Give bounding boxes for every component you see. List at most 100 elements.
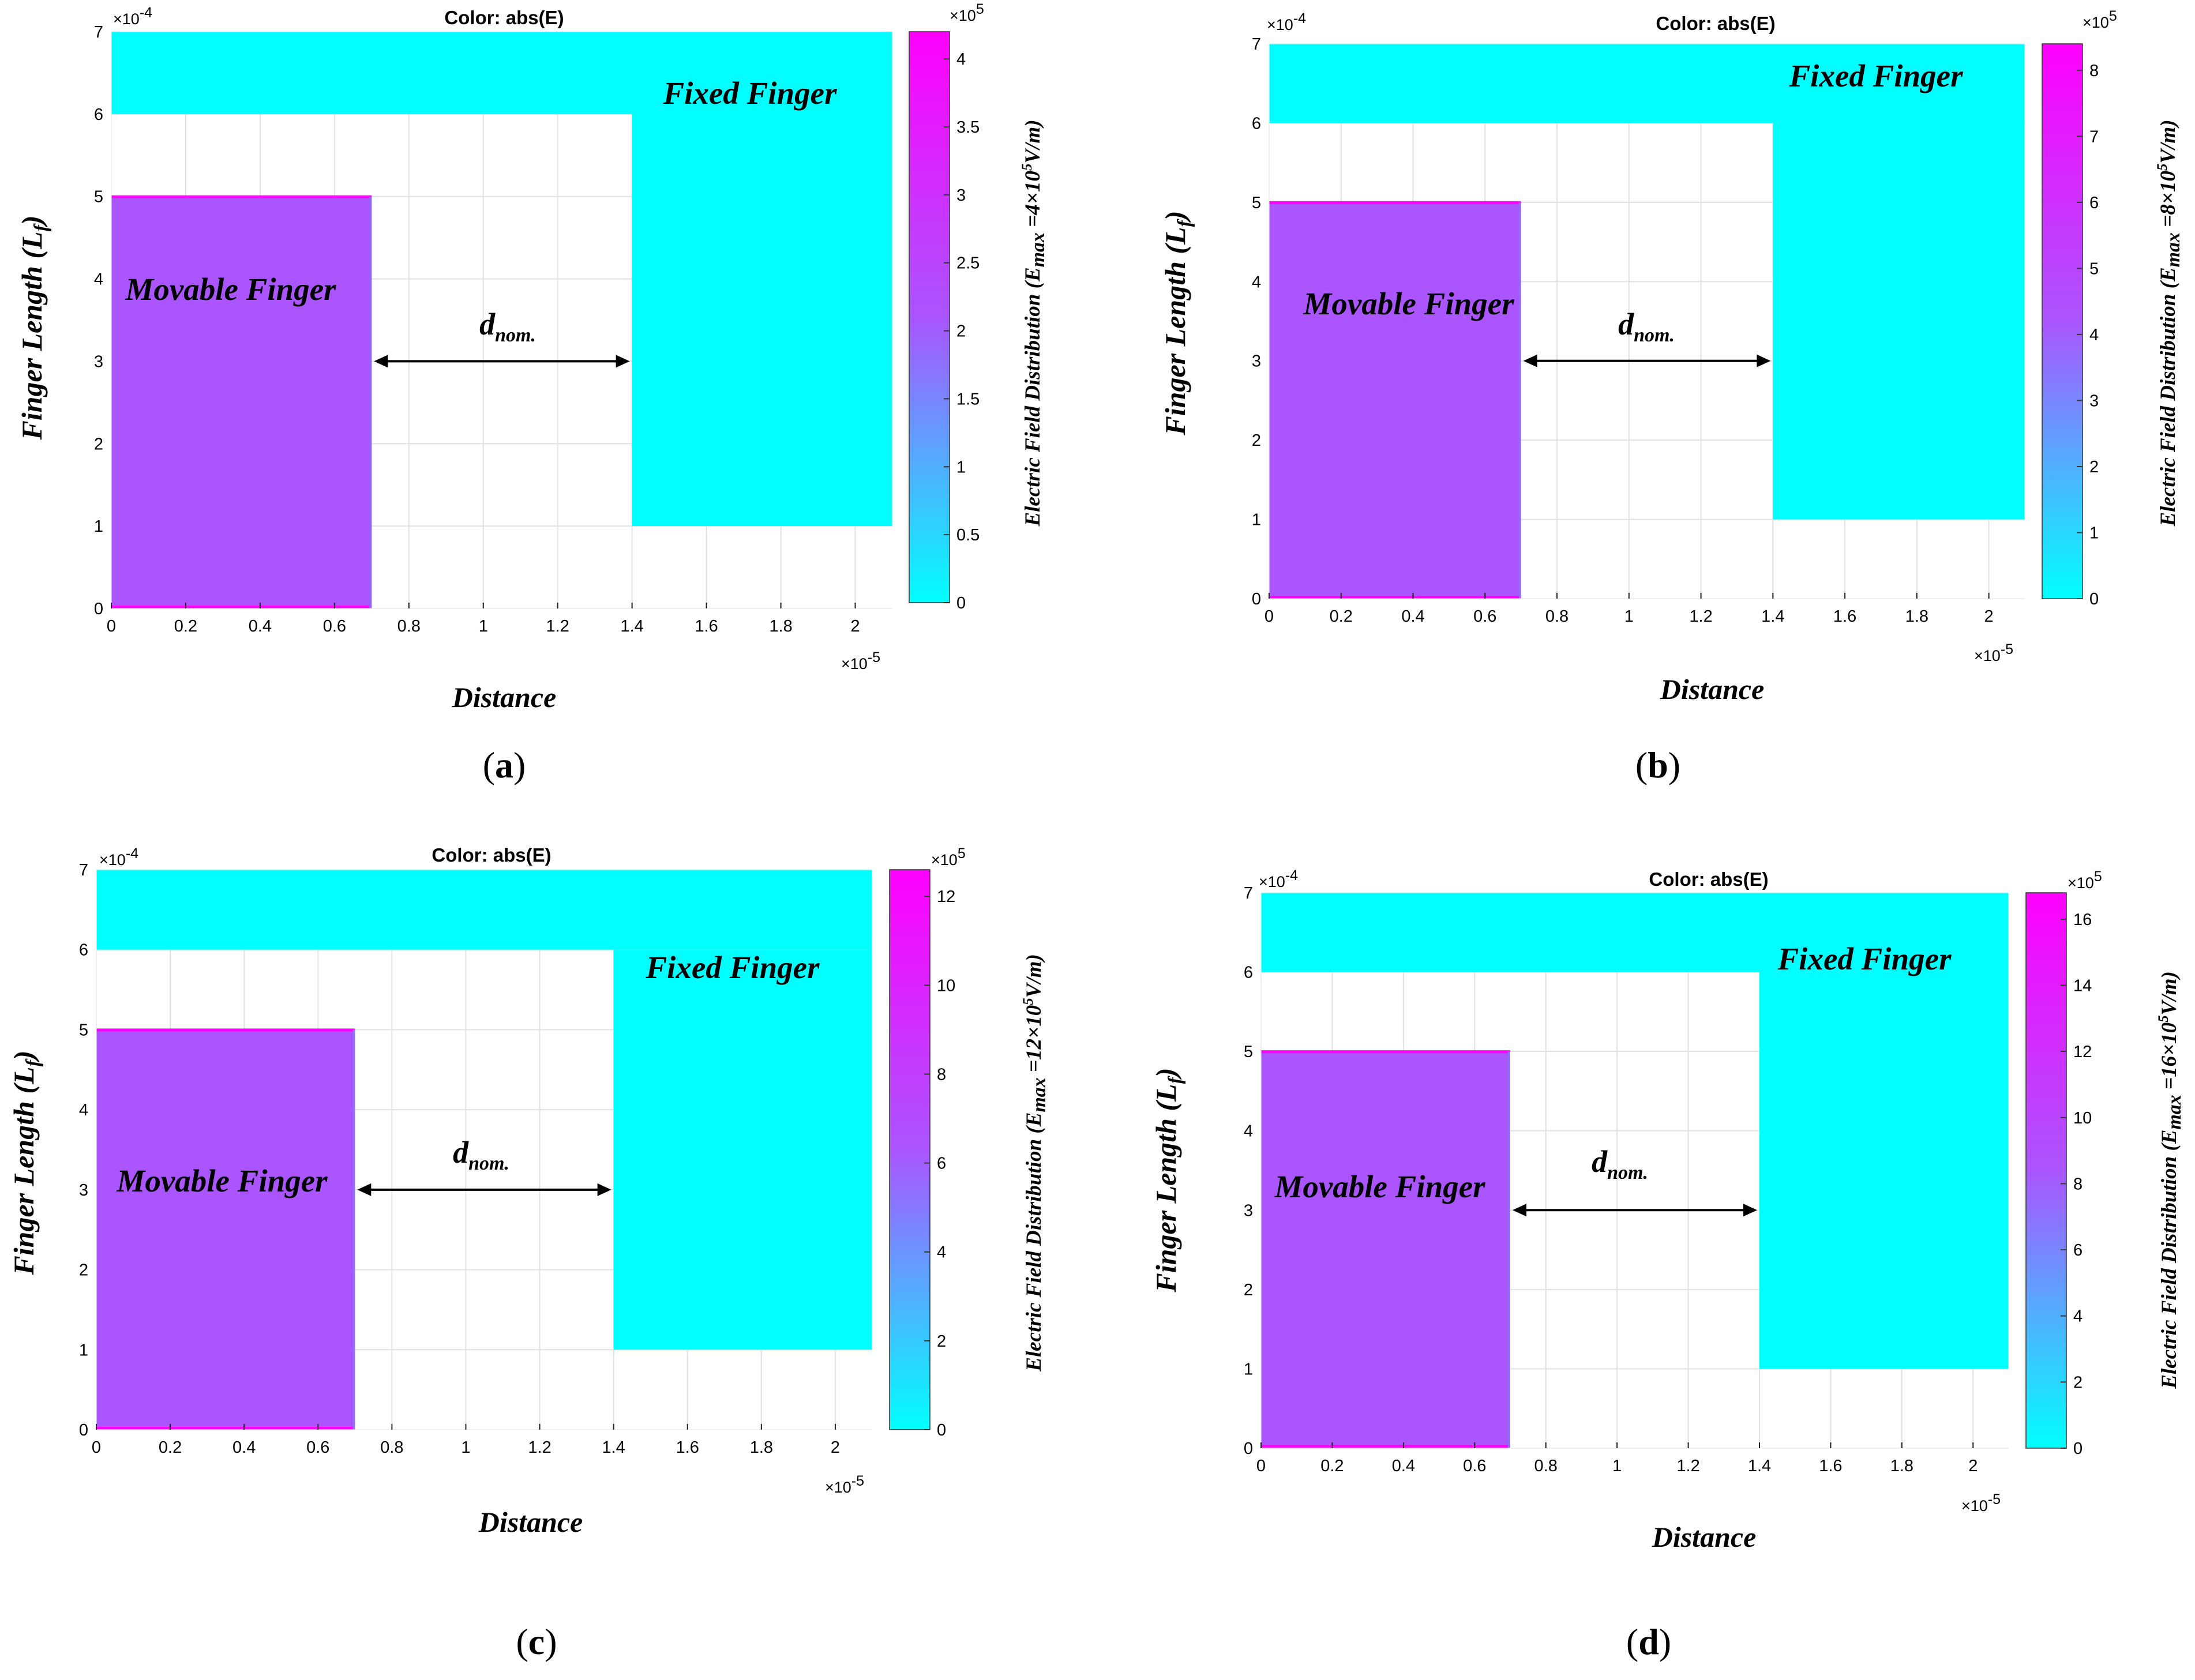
x-tick-label: 1.6 [1833, 607, 1856, 626]
chart-svg: Color: abs(E) 0 0.2 0.4 0.6 0.8 1 1.2 1.4 1.6 1.8… [7, 844, 1050, 1538]
gap-arrowhead-left [374, 355, 388, 368]
colorbar-tick-label: 2 [2073, 1373, 2083, 1392]
y-tick-label: 6 [1244, 964, 1253, 982]
colorbar-tick-label: 2 [956, 322, 966, 341]
fixed-finger-label: Fixed Finger [646, 950, 820, 985]
y-tick-label: 5 [1244, 1043, 1253, 1061]
colorbar-tick-label: 4 [937, 1243, 946, 1262]
y-tick-label: 1 [94, 517, 103, 536]
y-tick-label: 2 [1252, 431, 1261, 450]
colorbar-tick-label: 6 [2073, 1241, 2083, 1260]
chart-svg: Color: abs(E) 0 0.2 0.4 0.6 0.8 1 1.2 1.4 1.6 1.8… [1150, 867, 2185, 1553]
plot-frame [1260, 892, 2009, 1449]
y-tick-label: 2 [1244, 1281, 1253, 1299]
colorbar: 0 2 4 6 8 10 12 [889, 869, 955, 1440]
x-axis-multiplier: ×10-5 [825, 1473, 864, 1496]
gap-arrowhead-left [1513, 1204, 1526, 1217]
colorbar-tick-label: 1.5 [956, 390, 980, 408]
y-tick-label: 6 [79, 941, 88, 960]
x-tick-label: 1.8 [769, 617, 792, 636]
plot-frame [96, 869, 873, 1430]
plot-area: 0 0.2 0.4 0.6 0.8 1 1.2 1.4 1.6 1.8 2 0 1 2 3 4 5 6 7 Fixed… [79, 861, 873, 1457]
gap-arrowhead-right [597, 1183, 611, 1196]
y-tick-label: 5 [79, 1021, 88, 1039]
colorbar-tick-label: 0.5 [956, 526, 980, 544]
y-tick-label: 1 [79, 1341, 88, 1359]
movable-finger-label: Movable Finger [1274, 1169, 1485, 1204]
colorbar-label: Electric Field Distribution (Emax =16×10… [2156, 971, 2185, 1389]
colorbar-tick-label: 8 [2089, 62, 2099, 80]
movable-finger-side-edge [352, 1029, 355, 1430]
x-axis-label: Distance [1660, 673, 1765, 705]
movable-finger-top-edge [1269, 201, 1521, 204]
x-tick-label: 0.4 [232, 1438, 256, 1457]
fixed-finger-region [613, 949, 872, 1350]
fixed-finger-region [1759, 972, 2009, 1369]
colorbar-label: Electric Field Distribution (Emax =8×105… [2155, 119, 2184, 527]
plot-title: Color: abs(E) [1649, 869, 1768, 890]
y-tick-label: 2 [79, 1261, 88, 1280]
colorbar-tick-label: 10 [2073, 1109, 2092, 1127]
panel-label: (a) [482, 745, 526, 785]
x-tick-label: 1.2 [546, 617, 569, 636]
movable-finger-top-edge [1261, 1050, 1510, 1054]
y-axis-label: Finger Length (Lf) [1150, 1068, 1186, 1292]
y-tick-label: 4 [1252, 273, 1261, 291]
y-tick-label: 4 [1244, 1122, 1253, 1141]
x-tick-label: 2 [1984, 607, 1994, 626]
x-tick-label: 0.8 [1534, 1457, 1558, 1475]
x-tick-label: 0.6 [306, 1438, 329, 1457]
x-tick-label: 1 [1612, 1457, 1622, 1475]
x-tick-label: 1.4 [602, 1438, 625, 1457]
fixed-finger-label: Fixed Finger [1789, 58, 1964, 93]
plot-title: Color: abs(E) [1656, 13, 1775, 34]
x-tick-label: 0.4 [1392, 1457, 1415, 1475]
colorbar-tick-label: 3.5 [956, 118, 980, 137]
colorbar-tick-label: 8 [937, 1065, 946, 1084]
gap-arrowhead-left [357, 1183, 372, 1196]
x-tick-label: 1.6 [695, 617, 718, 636]
plot-frame [111, 31, 893, 609]
chart-svg: Color: abs(E) 0 0.2 0.4 0.6 0.8 1 1.2 1.4 1.6 1.8… [16, 1, 1049, 713]
y-tick-label: 4 [94, 270, 103, 289]
y-tick-label: 5 [1252, 194, 1261, 212]
colorbar: 0 1 2 3 4 5 6 7 8 [2042, 43, 2099, 608]
y-axis-label: Finger Length (Lf) [16, 215, 52, 440]
x-tick-label: 0 [107, 617, 116, 636]
y-tick-label: 7 [1244, 884, 1253, 903]
gap-label: dnom. [453, 1135, 509, 1174]
y-tick-label: 0 [1252, 590, 1261, 608]
x-tick-label: 1.4 [1761, 607, 1784, 626]
y-axis-label: Finger Length (Lf) [7, 1050, 44, 1275]
movable-finger-bottom-edge [96, 1427, 355, 1430]
x-tick-label: 0.8 [397, 617, 421, 636]
colorbar-tick-label: 0 [2073, 1440, 2083, 1458]
colorbar-tick-label: 0 [956, 594, 966, 612]
colorbar-tick-label: 0 [937, 1421, 946, 1440]
movable-finger-bottom-edge [1269, 596, 1521, 599]
x-tick-label: 2 [1968, 1457, 1978, 1475]
x-tick-label: 0.8 [380, 1438, 403, 1457]
gap-label: dnom. [1618, 307, 1675, 346]
colorbar-tick-label: 14 [2073, 977, 2092, 995]
colorbar-multiplier: ×105 [2068, 869, 2102, 892]
colorbar-tick-label: 4 [956, 50, 966, 69]
y-tick-label: 2 [94, 435, 103, 453]
fixed-finger-region [632, 114, 892, 527]
fixed-finger-label: Fixed Finger [1777, 941, 1952, 976]
colorbar-tick-label: 2.5 [956, 254, 980, 273]
gap-arrowhead-right [616, 355, 630, 368]
movable-finger-top-edge [96, 1028, 355, 1032]
colorbar-tick-label: 10 [937, 976, 955, 995]
colorbar-tick-label: 4 [2073, 1307, 2083, 1326]
movable-finger-bottom-edge [111, 606, 372, 608]
x-tick-label: 0.8 [1545, 607, 1569, 626]
x-tick-label: 0.6 [1463, 1457, 1486, 1475]
gap-label: dnom. [479, 307, 536, 346]
colorbar-gradient [2025, 892, 2067, 1449]
gap-arrowhead-right [1743, 1204, 1757, 1217]
colorbar-tick-label: 8 [2073, 1175, 2083, 1193]
colorbar-tick-label: 0 [2089, 590, 2099, 608]
colorbar-tick-label: 7 [2089, 127, 2099, 146]
movable-finger-label: Movable Finger [125, 272, 336, 307]
